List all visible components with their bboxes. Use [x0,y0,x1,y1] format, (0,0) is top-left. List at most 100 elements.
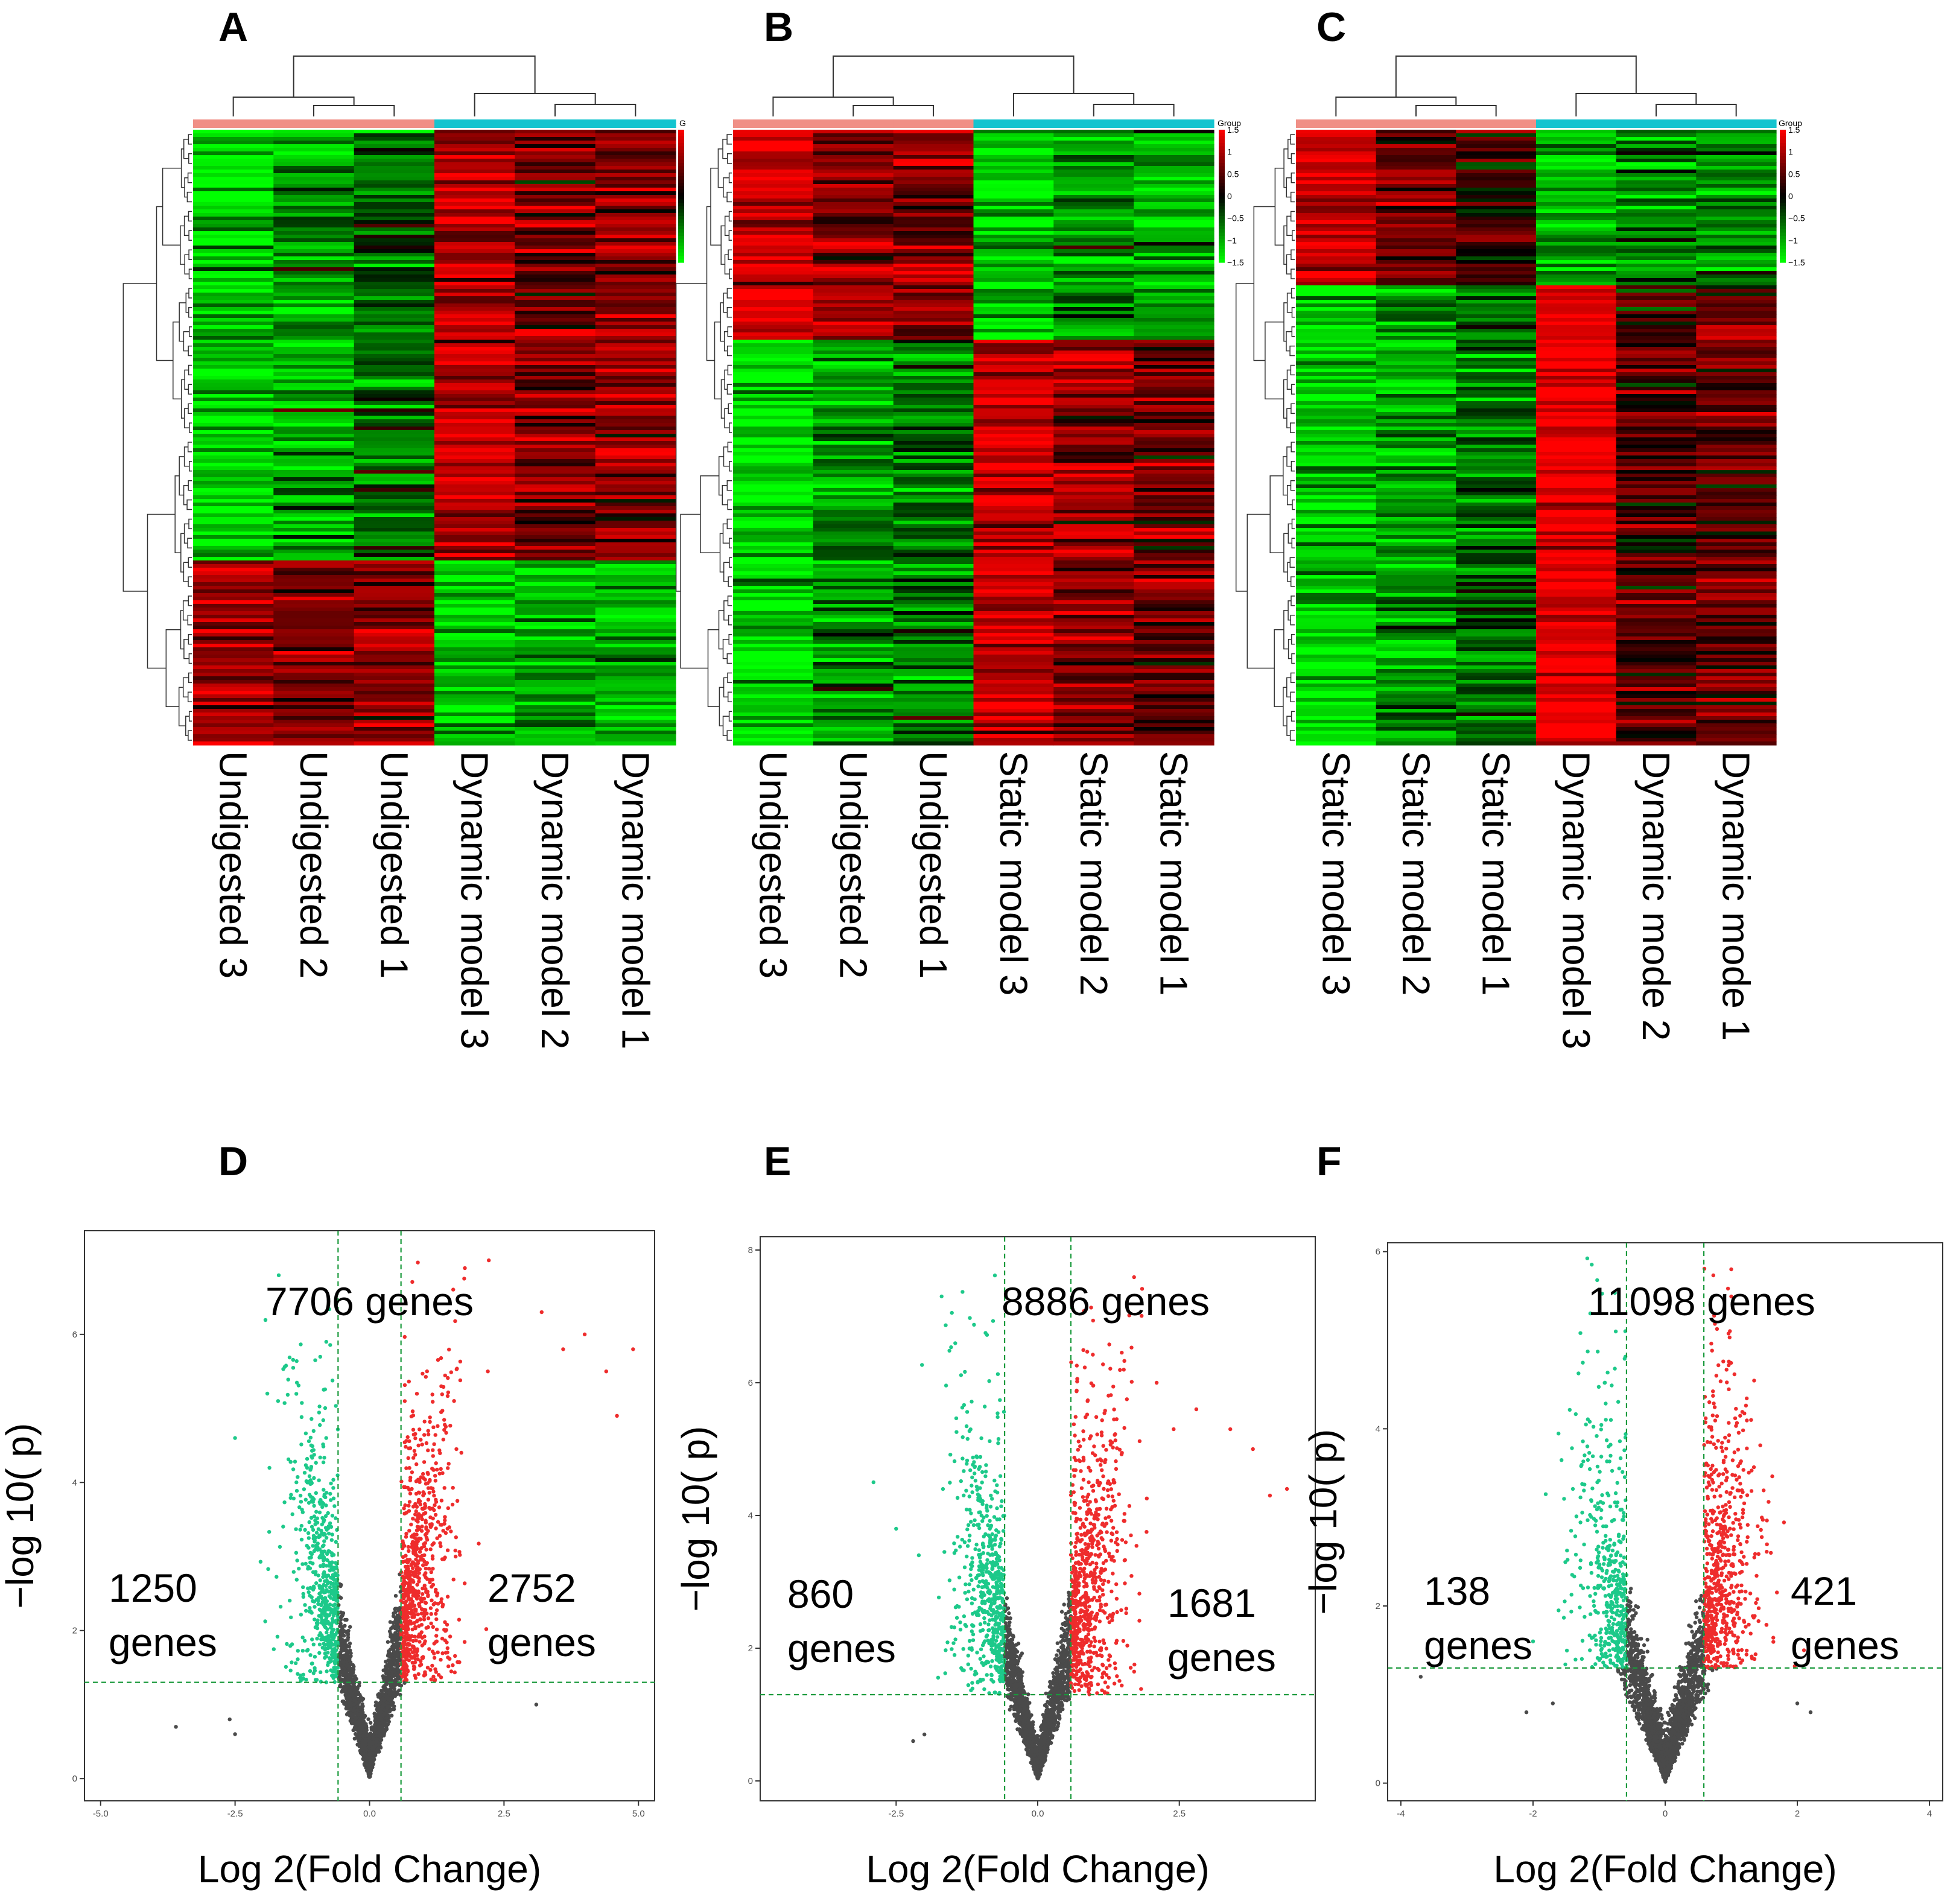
heatmap-cell [1134,658,1214,662]
heatmap-cell [434,658,515,662]
heatmap-cell [1053,680,1134,684]
heatmap-cell [434,452,515,456]
heatmap-column-label: Static model 1 [1152,751,1196,996]
heatmap-cell [1536,694,1617,699]
heatmap-cell [1456,481,1537,485]
heatmap-cell [1296,484,1377,489]
heatmap-cell [973,680,1054,684]
heatmap-cell [973,329,1054,333]
heatmap-cell [354,416,435,420]
heatmap-cell [434,669,515,673]
heatmap-cell [733,720,814,724]
heatmap-cell [1376,618,1456,623]
heatmap-cell [1616,376,1697,380]
gene-point [300,1510,305,1514]
legend-swatch [1780,212,1786,217]
heatmap-cell [733,702,814,706]
heatmap-cell [515,644,596,648]
heatmap-cell [813,727,894,731]
heatmap-cell [1134,506,1214,510]
heatmap-cell [1536,365,1617,369]
heatmap-cell [1053,593,1134,597]
heatmap-cell [1053,437,1134,442]
heatmap-cell [434,560,515,565]
heatmap-cell [1296,191,1377,195]
heatmap-cell [193,669,274,673]
heatmap-cell [1376,499,1456,503]
heatmap-cell [1053,495,1134,500]
heatmap-cell [893,560,974,565]
heatmap-cell [733,665,814,670]
heatmap-cell [733,184,814,188]
heatmap-cell [273,618,355,623]
heatmap-cell [733,271,814,275]
heatmap-cell [1536,173,1617,177]
heatmap-cell [273,144,355,148]
heatmap-cell [813,532,894,536]
heatmap-cell [273,622,355,626]
heatmap-cell [973,405,1054,409]
heatmap-cell [1456,419,1537,424]
heatmap-cell [733,260,814,264]
heatmap-cell [193,705,274,709]
heatmap-cell [1376,130,1456,134]
heatmap-cell [1296,130,1377,134]
heatmap-cell [1053,655,1134,659]
heatmap-cell [193,188,274,192]
heatmap-cell [973,636,1054,641]
heatmap-cell [1376,604,1456,608]
heatmap-cell [1616,503,1697,507]
heatmap-cell [354,412,435,416]
heatmap-cell [1296,459,1377,463]
heatmap-cell [1296,274,1377,279]
heatmap-cell [1053,379,1134,384]
heatmap-cell [1134,593,1214,597]
heatmap-cell [193,271,274,275]
heatmap-cell [733,293,814,297]
heatmap-cell [733,542,814,547]
heatmap-cell [813,510,894,514]
heatmap-cell [1134,133,1214,138]
heatmap-cell [1456,351,1537,355]
heatmap-cell [354,398,435,402]
heatmap-cell [595,184,676,188]
heatmap-cell [1696,253,1777,257]
heatmap-cell [1456,448,1537,452]
heatmap-cell [193,651,274,655]
heatmap-cell [813,571,894,576]
heatmap-cell [434,564,515,568]
heatmap-cell [973,303,1054,308]
heatmap-cell [813,387,894,391]
heatmap-cell [1134,488,1214,492]
legend-swatch [678,216,684,220]
heatmap-cell [1134,398,1214,402]
heatmap-cell [1696,376,1777,380]
heatmap-cell [1536,510,1617,514]
heatmap-cell [1696,419,1777,424]
heatmap-cell [733,618,814,623]
heatmap-cell [354,253,435,257]
heatmap-cell [1134,213,1214,217]
heatmap-cell [354,636,435,641]
heatmap-cell [273,285,355,290]
heatmap-cell [1616,242,1697,246]
heatmap-cell [434,144,515,148]
heatmap-cell [1134,260,1214,264]
heatmap-cell [1616,412,1697,416]
heatmap-cell [193,332,274,337]
heatmap-cell [1053,521,1134,525]
heatmap-cell [1536,300,1617,304]
heatmap-cell [1536,560,1617,565]
heatmap-cell [1696,463,1777,467]
heatmap-cell [733,723,814,728]
heatmap-column-label: Dynamic model 3 [1554,751,1598,1049]
heatmap-cell [1296,202,1377,206]
heatmap-cell [1456,727,1537,731]
heatmap-cell [1134,734,1214,738]
heatmap-cell [434,698,515,702]
heatmap-cell [1296,702,1377,706]
heatmap-cell [515,423,596,427]
heatmap-cell [1696,629,1777,633]
heatmap-cell [813,351,894,355]
heatmap-cell [973,416,1054,420]
